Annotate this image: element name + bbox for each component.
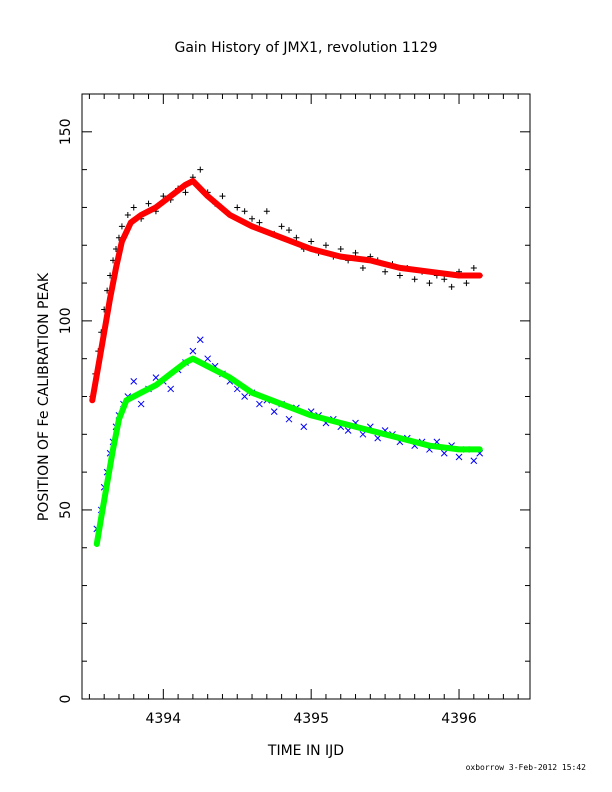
plus-marker-0 xyxy=(426,280,433,287)
plot-frame xyxy=(81,93,531,700)
x-tick-label: 4395 xyxy=(293,711,329,727)
x-marker-1 xyxy=(137,400,145,408)
plus-marker-0 xyxy=(411,276,418,283)
x-marker-1 xyxy=(130,378,138,385)
x-marker-1 xyxy=(455,453,463,461)
fit-line-3 xyxy=(93,355,483,547)
x-axis-label: TIME IN IJD xyxy=(267,743,344,759)
x-marker-1 xyxy=(344,427,352,434)
plus-marker-0 xyxy=(118,223,125,230)
x-tick-label: 4394 xyxy=(145,711,181,727)
plus-marker-0 xyxy=(396,272,403,279)
plus-marker-0 xyxy=(293,234,300,241)
y-tick-label: 100 xyxy=(58,308,74,335)
plus-marker-0 xyxy=(448,283,455,290)
plus-marker-0 xyxy=(234,204,241,211)
plus-marker-0 xyxy=(308,238,315,245)
y-tick-label: 0 xyxy=(58,695,74,704)
plus-marker-0 xyxy=(182,189,189,196)
x-marker-1 xyxy=(440,449,448,457)
plus-marker-0 xyxy=(130,204,137,211)
footer-stamp: oxborrow 3-Feb-2012 15:42 xyxy=(466,763,587,772)
x-marker-1 xyxy=(167,385,175,393)
x-marker-1 xyxy=(270,408,278,415)
x-marker-1 xyxy=(359,430,367,438)
plus-marker-0 xyxy=(241,208,248,215)
x-marker-1 xyxy=(196,336,204,344)
x-marker-1 xyxy=(374,434,382,442)
plus-marker-0 xyxy=(352,249,359,256)
x-marker-1 xyxy=(204,355,212,363)
plus-marker-0 xyxy=(249,215,256,222)
plus-marker-0 xyxy=(197,166,204,173)
fit-line-2 xyxy=(89,178,483,404)
plus-marker-0 xyxy=(278,223,285,230)
plus-marker-0 xyxy=(219,193,226,200)
x-marker-1 xyxy=(285,415,293,423)
plus-marker-0 xyxy=(337,246,344,253)
plus-marker-0 xyxy=(263,208,270,215)
y-tick-label: 150 xyxy=(58,118,74,145)
x-marker-1 xyxy=(300,423,308,431)
plus-marker-0 xyxy=(145,200,152,207)
x-marker-1 xyxy=(256,400,263,408)
plus-marker-0 xyxy=(470,264,477,271)
x-marker-1 xyxy=(470,457,478,465)
x-marker-1 xyxy=(189,347,197,355)
plus-marker-0 xyxy=(441,276,448,283)
plus-marker-0 xyxy=(359,264,366,271)
chart-title: Gain History of JMX1, revolution 1129 xyxy=(174,40,437,56)
plus-marker-0 xyxy=(382,268,389,275)
axis-ticks: 4394 4395 4396 0 50 100 150 xyxy=(58,93,530,727)
y-axis-label: POSITION OF Fe CALIBRATION PEAK xyxy=(36,272,52,521)
plus-marker-0 xyxy=(322,242,329,249)
data-series xyxy=(89,166,484,547)
x-marker-1 xyxy=(241,393,248,400)
plus-marker-0 xyxy=(285,227,292,234)
y-tick-label: 50 xyxy=(58,501,74,519)
x-tick-label: 4396 xyxy=(441,711,477,727)
plus-marker-0 xyxy=(256,219,263,226)
plus-marker-0 xyxy=(463,280,470,287)
plus-marker-0 xyxy=(124,212,131,218)
x-marker-1 xyxy=(152,374,160,381)
